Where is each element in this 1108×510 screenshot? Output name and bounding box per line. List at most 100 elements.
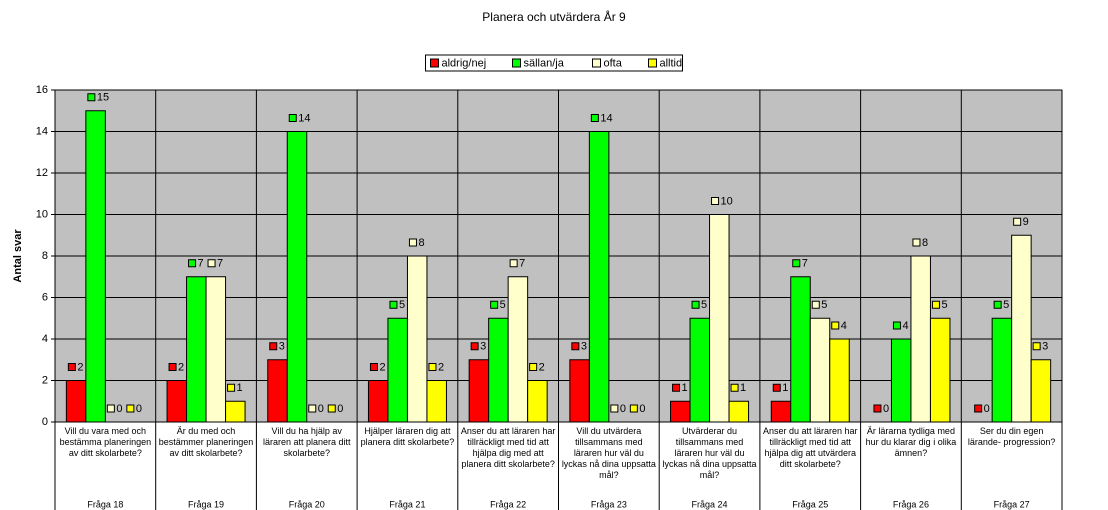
question-text: Är lärarna tydliga med hur du klarar dig… [865, 426, 957, 458]
data-label-key [931, 300, 940, 309]
data-label-key [610, 404, 619, 413]
x-tick-label: Vill du ha hjälp av läraren att planera … [262, 426, 351, 458]
data-label: 7 [217, 258, 223, 270]
group-label: Fråga 25 [792, 499, 828, 509]
legend-label: alltid [660, 57, 683, 69]
bar [507, 276, 529, 423]
question-text: Vill du utvärdera tillsammans med lärare… [561, 426, 656, 480]
data-label-key [974, 404, 983, 413]
data-label-key [993, 300, 1002, 309]
data-label-key [529, 363, 538, 371]
x-tick-label: Är lärarna tydliga med hur du klarar dig… [865, 426, 957, 458]
data-label: 1 [740, 382, 746, 394]
data-label-key [227, 383, 236, 392]
x-tick-label: Vill du utvärdera tillsammans med lärare… [561, 426, 656, 480]
bar [991, 317, 1013, 423]
data-label: 8 [418, 237, 424, 249]
data-label: 14 [298, 112, 310, 124]
data-label: 5 [701, 299, 707, 311]
data-label-key [691, 300, 700, 309]
data-label-key [106, 404, 115, 413]
data-label-key [629, 404, 638, 413]
y-tick-label: 0 [42, 416, 48, 428]
y-tick-label: 8 [42, 250, 48, 262]
bar [468, 359, 490, 423]
data-label-key [590, 114, 599, 122]
legend-swatch [648, 58, 657, 68]
data-label: 2 [438, 361, 444, 373]
data-label-key [711, 197, 720, 205]
legend-swatch [430, 58, 439, 68]
bar [1011, 234, 1032, 423]
question-text: Vill du vara med och bestämma planeringe… [59, 426, 152, 458]
data-label-key [811, 300, 820, 309]
bar [367, 380, 389, 423]
bar [728, 400, 750, 423]
group-label: Fråga 20 [289, 499, 325, 509]
question-text: Är du med och bestämmer planeringen av d… [158, 426, 254, 458]
bar [809, 317, 831, 423]
chart-title: Planera och utvärdera År 9 [482, 9, 626, 24]
legend-label: sällan/ja [524, 57, 565, 69]
bar [689, 317, 711, 423]
question-text: Anser du att läraren har tillräckligt me… [460, 426, 556, 469]
legend-label: aldrig/nej [442, 57, 487, 69]
bar [166, 380, 188, 423]
data-label-key [428, 363, 437, 371]
bar [267, 359, 288, 423]
data-label: 3 [480, 341, 486, 353]
data-label: 0 [136, 403, 142, 415]
bar [770, 400, 792, 423]
legend-swatch [512, 58, 521, 68]
legend-swatch [592, 58, 601, 68]
bar [790, 276, 811, 423]
group-label: Fråga 27 [994, 499, 1030, 509]
question-text: Ser du din egen lärande- progression? [967, 426, 1056, 447]
data-label: 7 [519, 258, 525, 270]
bar [225, 400, 246, 423]
bar [406, 255, 428, 423]
y-tick-label: 6 [42, 291, 48, 303]
data-label: 2 [379, 361, 385, 373]
data-label-key [1032, 342, 1041, 351]
data-label: 0 [116, 403, 122, 415]
x-tick-label: Utvärderar du tillsammans med läraren hu… [662, 426, 757, 480]
data-label: 0 [984, 403, 990, 415]
bar [569, 359, 590, 423]
group-label: Fråga 22 [490, 499, 526, 509]
data-label: 2 [178, 361, 184, 373]
data-label-key [389, 300, 398, 309]
bar [186, 276, 207, 423]
data-label-key [509, 259, 518, 268]
y-tick-label: 16 [36, 84, 48, 96]
bar [527, 380, 548, 423]
data-label: 1 [237, 382, 243, 394]
group-label: Fråga 19 [188, 499, 224, 509]
question-text: Utvärderar du tillsammans med läraren hu… [662, 426, 757, 480]
y-tick-label: 14 [36, 125, 48, 137]
data-label: 10 [721, 195, 733, 207]
x-tick-label: Är du med och bestämmer planeringen av d… [158, 426, 254, 458]
x-tick-label: Hjälper läraren dig att planera ditt sko… [361, 426, 455, 447]
bar [426, 380, 447, 423]
question-text: Vill du ha hjälp av läraren att planera … [262, 426, 351, 458]
bar [205, 276, 227, 423]
data-label: 1 [782, 382, 788, 394]
x-tick-label: Ser du din egen lärande- progression? [967, 426, 1056, 447]
bar [65, 380, 87, 423]
y-tick-label: 4 [42, 333, 48, 345]
group-label: Fråga 26 [893, 499, 929, 509]
data-label-key [873, 404, 882, 413]
data-label-key [168, 363, 177, 371]
data-label-key [269, 342, 278, 351]
data-label: 0 [620, 403, 626, 415]
group-label: Fråga 24 [692, 499, 728, 509]
data-label-key [912, 238, 921, 247]
data-label: 5 [941, 299, 947, 311]
data-label-key [490, 300, 499, 309]
data-label-key [470, 342, 479, 351]
group-label: Fråga 18 [87, 499, 123, 509]
group-label: Fråga 21 [389, 499, 425, 509]
x-tick-label: Anser du att läraren har tillräckligt me… [460, 426, 556, 469]
